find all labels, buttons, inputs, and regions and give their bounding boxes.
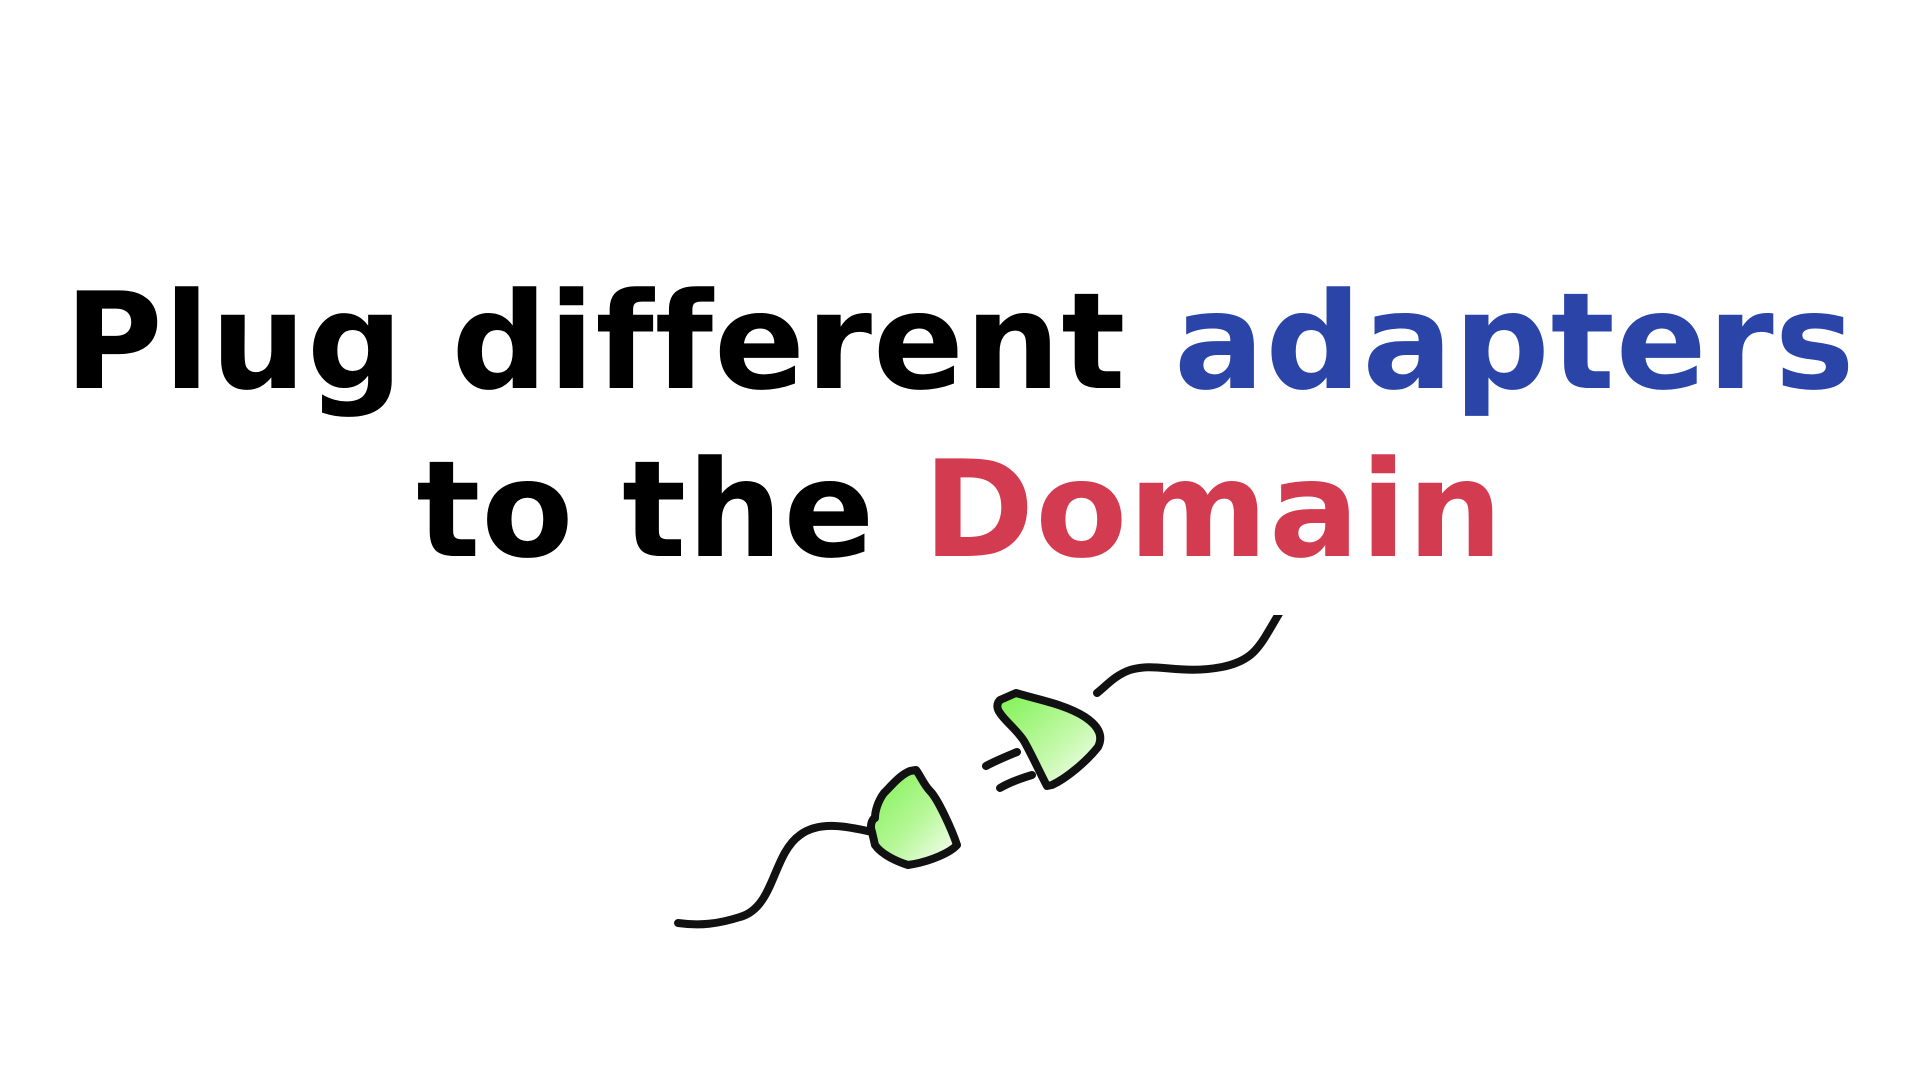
headline: Plug different adapters to the Domain [0,258,1920,594]
headline-highlight-adapters: adapters [1174,264,1856,420]
right-plug-body [993,689,1105,790]
unplugged-power-plug-icon [674,615,1283,929]
right-cable [1093,615,1283,697]
headline-highlight-domain: Domain [923,432,1504,588]
headline-text-to-the: to the [416,432,876,588]
headline-line-1: Plug different adapters [0,258,1920,426]
left-cable [674,821,876,929]
headline-text-plug-different: Plug different [64,264,1127,420]
left-plug-body [867,766,961,869]
right-plug-prong-bottom [996,771,1036,792]
headline-line-2: to the Domain [0,426,1920,594]
right-plug-prong-top [982,748,1021,770]
